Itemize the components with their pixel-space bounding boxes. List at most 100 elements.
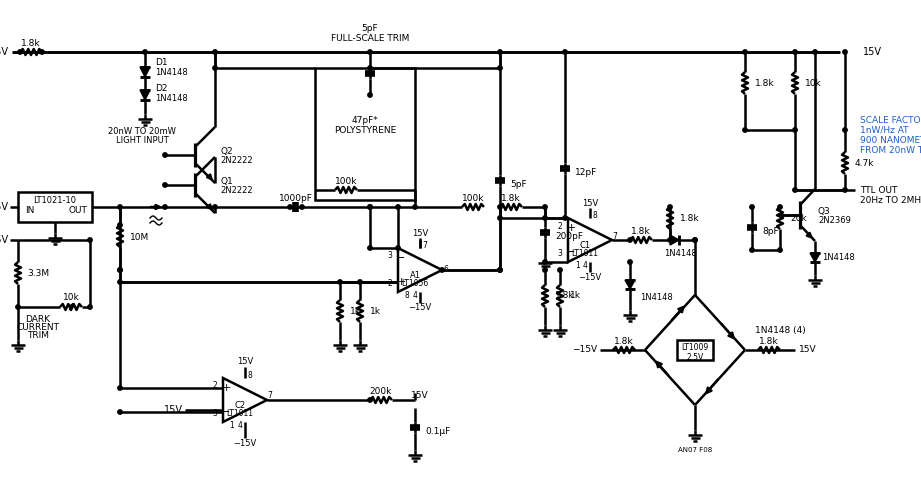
Text: 100k: 100k [461,193,484,202]
Circle shape [542,268,547,272]
Text: 4: 4 [413,291,417,300]
Circle shape [497,216,502,220]
Text: 2N2369: 2N2369 [818,216,851,224]
Circle shape [743,50,747,54]
Text: LT1011: LT1011 [572,248,599,257]
Circle shape [118,386,122,390]
Circle shape [213,66,217,70]
Circle shape [367,205,372,209]
Circle shape [778,248,782,252]
Text: 12pF: 12pF [575,167,597,176]
Text: 6: 6 [443,266,448,274]
Circle shape [87,305,92,309]
Text: IN: IN [25,206,35,215]
Text: 1N4148: 1N4148 [664,248,696,257]
Text: LT1011: LT1011 [227,409,253,417]
Circle shape [118,268,122,272]
Text: AN07 F08: AN07 F08 [678,447,712,453]
Text: Q1: Q1 [220,176,233,186]
Text: −: − [566,247,576,257]
Circle shape [440,268,444,272]
Text: 1N4148: 1N4148 [155,93,188,103]
Bar [677,340,713,360]
Circle shape [628,260,632,264]
Circle shape [542,216,547,220]
Text: 2: 2 [212,382,217,390]
Text: 1N4148: 1N4148 [822,253,855,263]
Circle shape [793,188,798,192]
Polygon shape [810,253,820,262]
Text: 3: 3 [387,251,392,261]
Text: TRIM: TRIM [27,330,49,339]
Text: 15V: 15V [0,47,9,57]
Circle shape [367,398,372,402]
Text: 8: 8 [248,371,252,380]
Circle shape [750,205,754,209]
Text: 200pF: 200pF [555,231,583,241]
Text: 1N4148: 1N4148 [155,67,188,77]
Circle shape [668,238,672,242]
Circle shape [563,216,567,220]
Text: 1.8k: 1.8k [501,193,520,202]
Text: 10k: 10k [805,79,822,87]
Circle shape [396,246,401,250]
Text: 7: 7 [267,391,272,401]
Text: 1N4148 (4): 1N4148 (4) [755,326,806,334]
Text: 10k: 10k [63,294,79,302]
Circle shape [843,128,847,132]
Text: 7: 7 [423,241,427,249]
Text: 2N2222: 2N2222 [220,186,252,194]
Text: A1: A1 [410,271,421,279]
Circle shape [118,223,122,227]
Text: D2: D2 [155,83,168,92]
Text: SCALE FACTOR =: SCALE FACTOR = [860,115,921,125]
Text: 5pF: 5pF [362,24,379,32]
Text: −: − [221,407,230,417]
Circle shape [793,50,798,54]
Text: 4: 4 [583,261,588,270]
Text: 1k: 1k [350,306,361,316]
Text: C1: C1 [579,241,590,249]
Text: Q3: Q3 [818,207,831,216]
Text: 1.8k: 1.8k [21,38,41,48]
Text: 1nW/Hz AT: 1nW/Hz AT [860,126,908,135]
Circle shape [367,93,372,97]
Circle shape [743,128,747,132]
Text: −15V: −15V [0,235,9,245]
Text: 47pF*: 47pF* [352,115,379,125]
Text: 15V: 15V [412,228,428,238]
Text: 1000pF: 1000pF [278,193,312,202]
Polygon shape [625,280,635,289]
Text: LIGHT INPUT: LIGHT INPUT [116,136,169,144]
Text: 200k: 200k [370,386,392,395]
Circle shape [843,50,847,54]
Text: D1: D1 [155,57,168,66]
Circle shape [16,305,20,309]
Text: 3: 3 [212,409,217,418]
Text: 1k: 1k [570,292,581,300]
Text: 1.8k: 1.8k [555,292,575,300]
Text: 5pF: 5pF [510,180,527,189]
Text: 2: 2 [387,279,392,289]
Text: 20nW TO 20mW: 20nW TO 20mW [108,127,176,136]
Circle shape [628,238,632,242]
Text: 4.7k: 4.7k [855,159,875,167]
Text: −15V: −15V [408,303,432,312]
Text: 1.8k: 1.8k [759,336,779,346]
Text: DARK: DARK [26,315,51,324]
Circle shape [542,205,547,209]
Circle shape [163,153,168,157]
Circle shape [563,50,567,54]
Circle shape [367,205,372,209]
Text: 1.8k: 1.8k [614,336,634,346]
Text: 1: 1 [576,261,580,270]
Text: 1k: 1k [370,306,381,316]
Polygon shape [140,67,150,77]
Circle shape [338,280,343,284]
Text: 10M: 10M [130,233,149,242]
Text: 15V: 15V [237,357,253,366]
Circle shape [17,50,22,54]
Text: +: + [221,383,230,393]
Circle shape [497,66,502,70]
Text: 1.8k: 1.8k [755,79,775,87]
